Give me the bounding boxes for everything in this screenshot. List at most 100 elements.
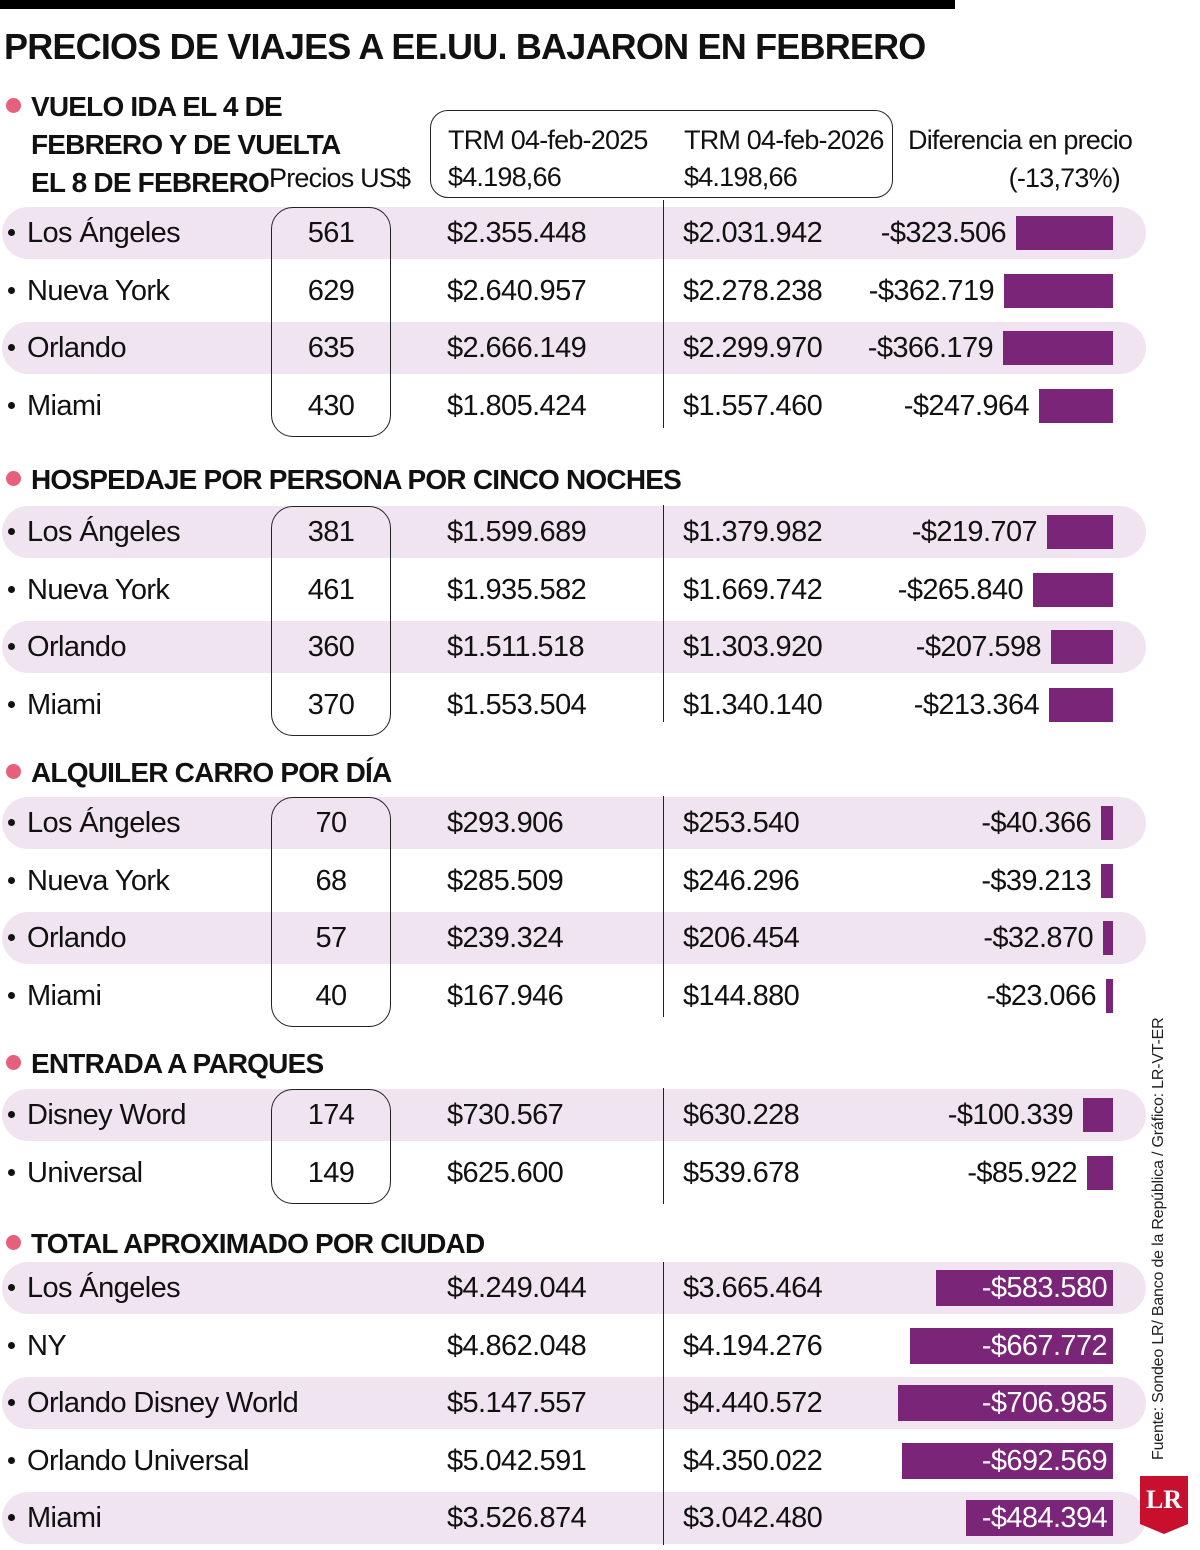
value-2025: $1.553.504 <box>447 689 587 721</box>
row-bullet <box>8 343 15 351</box>
value-2025: $4.862.048 <box>447 1330 587 1362</box>
diff-bar <box>1033 573 1113 607</box>
row-label-text: Nueva York <box>27 574 170 606</box>
section-heading: TOTAL APROXIMADO POR CIUDAD <box>6 1225 485 1263</box>
row-label: Orlando Universal <box>8 1435 250 1487</box>
usd-price: 370 <box>307 689 355 721</box>
row-band <box>2 207 1146 259</box>
row-label: Orlando <box>8 322 127 374</box>
total-diff-box: -$583.580 <box>936 1270 1113 1306</box>
usd-price: 149 <box>307 1157 355 1189</box>
row-label: Miami <box>8 380 102 432</box>
diff-bar <box>1083 1098 1113 1132</box>
diff-header-line2: (-13,73%) <box>1008 163 1121 193</box>
value-2025: $1.599.689 <box>447 516 587 548</box>
row-label: Disney Word <box>8 1089 186 1141</box>
row-bullet <box>8 1110 15 1118</box>
lr-logo: LR <box>1140 1476 1188 1524</box>
diff-bar <box>1106 979 1113 1013</box>
source-note: Fuente: Sondeo LR/ Banco de la República… <box>1150 1017 1167 1460</box>
value-2025: $2.666.149 <box>447 332 587 364</box>
row-bullet <box>8 1168 15 1176</box>
row-label: Orlando <box>8 912 127 964</box>
total-diff-box: -$667.772 <box>910 1328 1113 1364</box>
value-2026: $3.665.464 <box>683 1272 823 1304</box>
value-2026: $1.340.140 <box>683 689 823 721</box>
value-2025: $5.147.557 <box>447 1387 587 1419</box>
section-bullet-dot <box>6 98 21 114</box>
row-label-text: Miami <box>27 390 102 422</box>
diff-bar <box>1101 806 1113 840</box>
section-title: TOTAL APROXIMADO POR CIUDAD <box>31 1225 485 1263</box>
diff-bar <box>1103 921 1113 955</box>
row-label-text: Miami <box>27 1502 102 1534</box>
usd-price: 40 <box>315 980 347 1012</box>
row-band <box>2 506 1146 558</box>
value-2025: $1.805.424 <box>447 390 587 422</box>
row-label: Los Ángeles <box>8 1262 181 1314</box>
diff-bar <box>1016 216 1113 250</box>
section-title-line: VUELO IDA EL 4 DE <box>31 91 283 122</box>
value-2026: $4.350.022 <box>683 1445 823 1477</box>
row-label: Nueva York <box>8 265 170 317</box>
column-divider <box>663 1088 664 1204</box>
usd-price-box <box>271 207 391 437</box>
value-2026: $2.031.942 <box>683 217 823 249</box>
value-2025: $4.249.044 <box>447 1272 587 1304</box>
row-label: Orlando Disney World <box>8 1377 299 1429</box>
value-2025: $1.511.518 <box>447 631 585 663</box>
value-2026: $2.299.970 <box>683 332 823 364</box>
row-bullet <box>8 700 15 708</box>
column-divider <box>663 505 664 722</box>
trm-2026-header-line1: TRM 04-feb-2026 <box>684 125 884 155</box>
value-2026: $206.454 <box>683 922 800 954</box>
diff-value: -$366.179 <box>867 332 994 364</box>
value-2025: $1.935.582 <box>447 574 587 606</box>
value-2025: $167.946 <box>447 980 564 1012</box>
usd-price: 629 <box>307 275 355 307</box>
section-title-line: ALQUILER CARRO POR DÍA <box>31 757 392 788</box>
row-band <box>2 912 1146 964</box>
diff-value: -$219.707 <box>911 516 1038 548</box>
value-2025: $5.042.591 <box>447 1445 587 1477</box>
row-bullet <box>8 527 15 535</box>
lr-logo-notch <box>1140 1524 1188 1534</box>
row-label-text: Miami <box>27 980 102 1012</box>
top-rule <box>0 0 955 9</box>
diff-value: -$265.840 <box>897 574 1024 606</box>
section-bullet-dot <box>6 471 21 487</box>
column-divider <box>663 1262 664 1545</box>
row-bullet <box>8 585 15 593</box>
row-bullet <box>8 1341 15 1349</box>
row-label-text: Orlando <box>27 631 127 663</box>
row-label-text: Universal <box>27 1157 143 1189</box>
row-label: Miami <box>8 1492 102 1544</box>
section-title: VUELO IDA EL 4 DE FEBRERO Y DE VUELTA EL 8… <box>31 88 341 202</box>
row-label-text: Orlando Disney World <box>27 1387 299 1419</box>
diff-header-line1: Diferencia en precio <box>908 125 1133 155</box>
value-2026: $1.669.742 <box>683 574 823 606</box>
total-diff-box: -$692.569 <box>902 1443 1113 1479</box>
diff-value: -$207.598 <box>915 631 1042 663</box>
trm-header-box <box>430 110 893 198</box>
usd-price-box <box>271 1089 391 1204</box>
value-2026: $253.540 <box>683 807 800 839</box>
trm-2025-header-line2: $4.198,66 <box>448 162 562 192</box>
value-2025: $285.509 <box>447 865 564 897</box>
usd-price: 561 <box>307 217 355 249</box>
diff-value: -$362.719 <box>868 275 995 307</box>
value-2025: $625.600 <box>447 1157 564 1189</box>
section-title-line: HOSPEDAJE POR PERSONA POR CINCO NOCHES <box>31 464 682 495</box>
section-bullet-dot <box>6 1235 21 1251</box>
value-2026: $4.194.276 <box>683 1330 823 1362</box>
column-divider <box>663 200 664 428</box>
section-title: ALQUILER CARRO POR DÍA <box>31 754 392 792</box>
value-2026: $144.880 <box>683 980 800 1012</box>
row-bullet <box>8 1513 15 1521</box>
row-label: Los Ángeles <box>8 797 181 849</box>
row-label: NY <box>8 1320 67 1372</box>
value-2026: $246.296 <box>683 865 800 897</box>
value-2026: $1.303.920 <box>683 631 823 663</box>
row-band <box>2 1492 1146 1544</box>
diff-bar <box>1047 515 1113 549</box>
